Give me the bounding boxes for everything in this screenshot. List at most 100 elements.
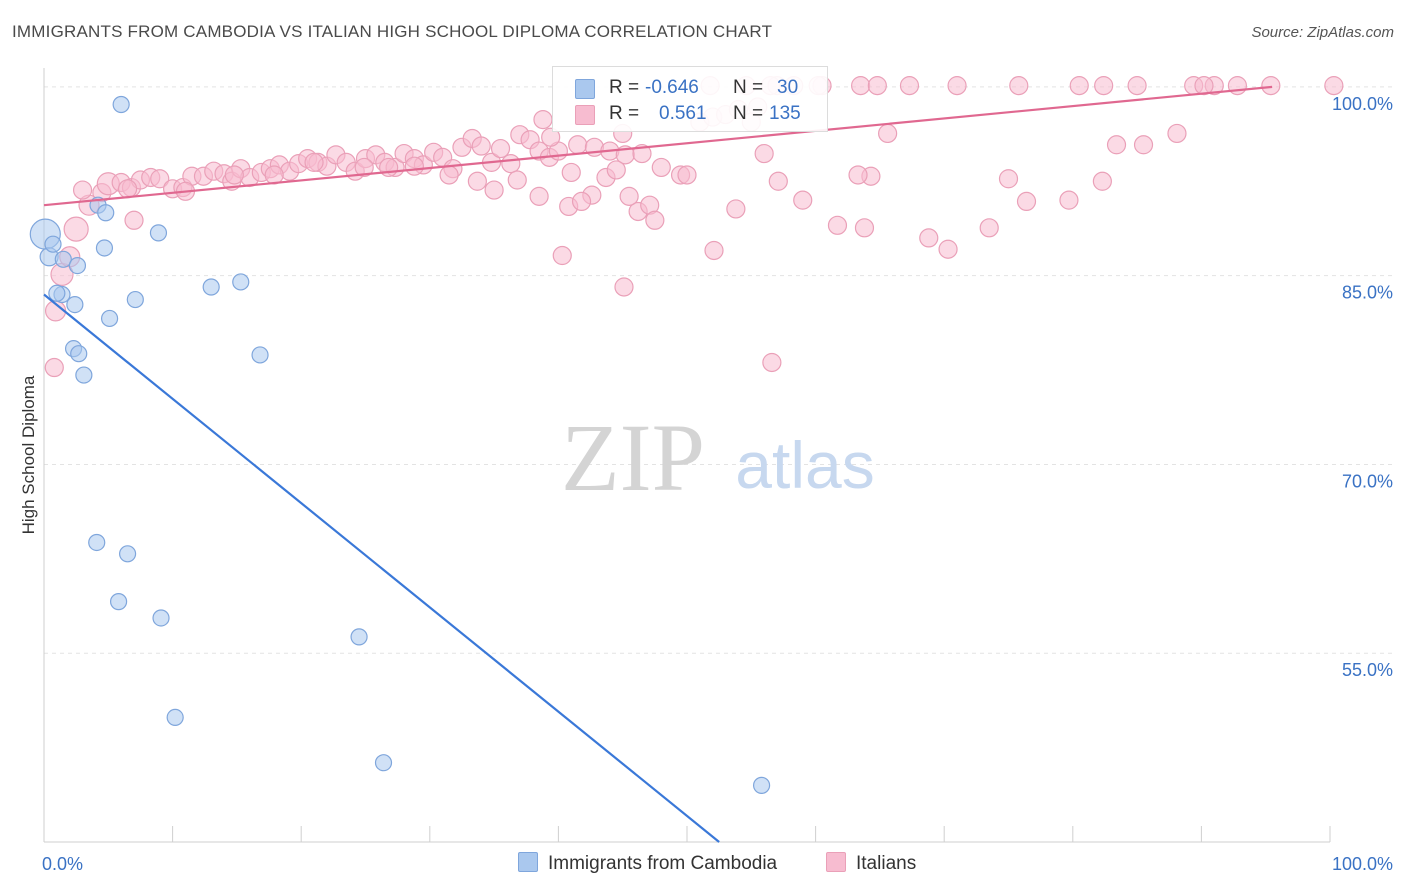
point-italians	[867, 76, 887, 96]
point-cambodia	[202, 278, 220, 296]
point-cambodia	[118, 545, 137, 563]
point-italians	[827, 215, 848, 235]
legend-n-value: 30	[777, 77, 799, 98]
y-tick-label: 55.0%	[1342, 660, 1393, 680]
chart-title: IMMIGRANTS FROM CAMBODIA VS ITALIAN HIGH…	[12, 22, 773, 41]
point-italians	[1069, 76, 1089, 96]
point-italians	[1133, 135, 1154, 155]
point-cambodia	[109, 593, 128, 611]
point-cambodia	[112, 95, 130, 114]
point-italians	[1324, 76, 1344, 96]
point-italians	[44, 357, 64, 378]
y-tick-label: 70.0%	[1342, 471, 1393, 491]
point-italians	[1094, 76, 1114, 96]
point-italians	[677, 165, 697, 185]
point-cambodia	[149, 224, 168, 242]
point-cambodia	[54, 250, 72, 268]
point-italians	[561, 162, 581, 183]
legend-n-label: N =	[733, 77, 764, 98]
point-italians	[704, 240, 724, 261]
point-italians	[793, 190, 813, 210]
series-cambodia	[29, 95, 771, 794]
point-cambodia	[350, 628, 368, 646]
point-cambodia	[152, 609, 170, 627]
legend-swatch-pink	[575, 105, 595, 125]
point-cambodia	[70, 345, 88, 363]
legend-label-italians: Italians	[856, 853, 917, 874]
point-italians	[490, 138, 511, 159]
point-italians	[568, 135, 588, 155]
axes	[43, 68, 1331, 843]
point-italians	[919, 228, 939, 248]
point-italians	[1167, 123, 1187, 144]
point-italians	[754, 143, 774, 164]
point-italians	[484, 180, 504, 200]
point-italians	[439, 165, 459, 185]
point-cambodia	[97, 204, 115, 222]
point-cambodia	[44, 235, 62, 253]
point-cambodia	[68, 256, 87, 275]
x-tick-label: 100.0%	[1332, 854, 1393, 874]
point-italians	[529, 186, 549, 206]
trendlines	[43, 85, 1273, 843]
watermark: ZIP atlas	[561, 404, 875, 511]
point-italians	[501, 154, 521, 174]
point-italians	[851, 76, 871, 96]
point-italians	[541, 127, 561, 147]
point-italians	[726, 199, 746, 219]
legend-r-value: -0.646	[645, 77, 699, 98]
point-italians	[854, 218, 875, 238]
point-italians	[979, 218, 999, 238]
point-italians	[947, 76, 967, 96]
point-italians	[1009, 76, 1029, 96]
point-italians	[899, 76, 920, 96]
point-cambodia	[374, 754, 393, 772]
point-italians	[467, 171, 487, 191]
point-cambodia	[126, 290, 144, 309]
legend-item-italians[interactable]: Italians	[826, 852, 916, 875]
point-cambodia	[88, 533, 106, 552]
point-italians	[762, 352, 782, 373]
legend-swatch-pink	[826, 852, 846, 872]
point-italians	[619, 186, 639, 206]
point-italians	[63, 216, 89, 242]
point-italians	[651, 157, 671, 178]
point-cambodia	[66, 296, 84, 314]
legend-r-label: R =	[609, 77, 640, 98]
point-cambodia	[48, 284, 66, 302]
point-italians	[507, 170, 527, 190]
point-italians	[1194, 76, 1214, 96]
trendline-italians	[43, 85, 1273, 207]
legend-item-cambodia[interactable]: Immigrants from Cambodia	[518, 852, 777, 875]
trendline-cambodia	[43, 293, 720, 843]
point-italians	[304, 152, 324, 172]
y-tick-label: 85.0%	[1342, 283, 1393, 303]
legend-n-value: 135	[769, 103, 801, 124]
legend-swatch-blue	[575, 79, 595, 99]
watermark-atlas: atlas	[735, 428, 874, 502]
y-axis-label: High School Diploma	[19, 375, 38, 534]
point-italians	[354, 157, 374, 178]
legend-r-label: R =	[609, 103, 640, 124]
point-italians	[1092, 171, 1112, 191]
point-cambodia	[251, 346, 269, 364]
point-italians	[1016, 191, 1037, 212]
point-italians	[552, 245, 572, 266]
point-italians	[379, 157, 399, 178]
y-tick-label: 100.0%	[1332, 94, 1393, 114]
point-italians	[471, 136, 491, 156]
point-cambodia	[166, 708, 184, 727]
point-italians	[533, 109, 553, 130]
point-italians	[124, 210, 144, 230]
point-cambodia	[75, 366, 93, 384]
legend-n-label: N =	[733, 103, 764, 124]
legend-label-cambodia: Immigrants from Cambodia	[548, 853, 778, 874]
tick-labels: 100.0% 85.0% 70.0% 55.0% 0.0% 100.0%	[42, 94, 1393, 874]
point-italians	[150, 169, 170, 189]
point-italians	[404, 156, 424, 176]
point-cambodia	[752, 776, 771, 794]
legend-r-value: 0.561	[659, 103, 707, 124]
point-italians	[645, 210, 665, 230]
point-italians	[1059, 190, 1079, 210]
